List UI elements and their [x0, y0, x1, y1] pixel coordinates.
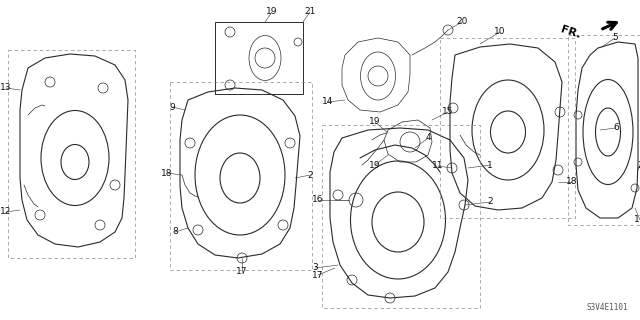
Text: 2: 2 — [487, 197, 493, 206]
Text: 12: 12 — [0, 207, 12, 217]
Text: 13: 13 — [0, 84, 12, 92]
Text: FR.: FR. — [559, 24, 582, 40]
Text: 14: 14 — [323, 98, 333, 107]
Text: 10: 10 — [494, 28, 506, 36]
Text: 21: 21 — [304, 7, 316, 17]
Text: 11: 11 — [432, 162, 444, 171]
Text: 17: 17 — [312, 270, 324, 279]
Text: 8: 8 — [172, 228, 178, 236]
Text: 3: 3 — [312, 263, 318, 273]
Text: 18: 18 — [566, 178, 578, 187]
Text: 19: 19 — [369, 161, 381, 170]
Text: 17: 17 — [634, 215, 640, 225]
Text: 18: 18 — [161, 169, 173, 178]
Text: 19: 19 — [369, 117, 381, 126]
Bar — [215, 22, 303, 94]
Text: 9: 9 — [169, 102, 175, 111]
Text: S3V4E1101: S3V4E1101 — [586, 303, 628, 312]
Text: 1: 1 — [487, 161, 493, 170]
Text: 15: 15 — [442, 108, 454, 116]
Text: 2: 2 — [637, 161, 640, 170]
Text: 20: 20 — [456, 18, 468, 27]
Text: 17: 17 — [236, 268, 248, 276]
Text: 2: 2 — [307, 171, 313, 180]
Text: 5: 5 — [612, 34, 618, 43]
Text: 16: 16 — [312, 196, 324, 204]
Text: 6: 6 — [613, 124, 619, 132]
Text: 19: 19 — [266, 7, 278, 17]
Text: 4: 4 — [425, 133, 431, 142]
